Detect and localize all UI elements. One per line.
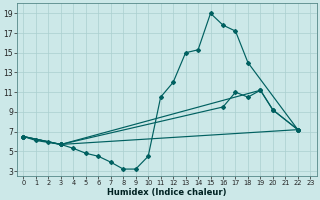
X-axis label: Humidex (Indice chaleur): Humidex (Indice chaleur) xyxy=(107,188,227,197)
